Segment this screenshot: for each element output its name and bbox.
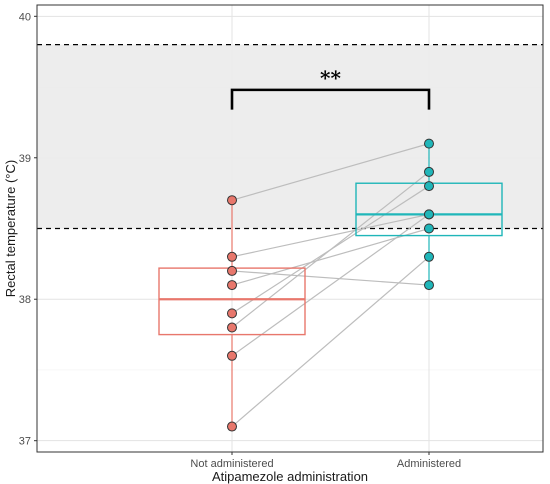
paired-line — [231, 270, 430, 286]
significance-label: ** — [320, 66, 341, 90]
panel-border — [36, 4, 544, 453]
significance-bracket: ** — [230, 66, 431, 110]
reference-band-fill — [37, 44, 543, 229]
point-not-administered — [227, 322, 237, 333]
point-not-administered — [227, 308, 237, 319]
y-tick-label: 38 — [19, 294, 31, 306]
point-administered — [424, 181, 434, 192]
paired-line — [231, 213, 430, 357]
point-not-administered — [227, 195, 237, 206]
point-administered — [424, 138, 434, 149]
x-ticks: Not administered Administered — [190, 452, 461, 470]
paired-line — [231, 143, 430, 201]
point-administered — [424, 209, 434, 220]
point-administered — [424, 166, 434, 177]
point-not-administered — [227, 421, 237, 432]
point-not-administered — [227, 280, 237, 291]
data-points — [227, 138, 434, 432]
point-not-administered — [227, 350, 237, 361]
x-tick-label: Administered — [397, 458, 461, 470]
y-tick-label: 39 — [19, 153, 31, 165]
paired-line — [231, 171, 430, 328]
y-tick-label: 37 — [19, 436, 31, 448]
paired-line — [231, 256, 430, 427]
point-administered — [424, 280, 434, 291]
x-tick-label: Not administered — [190, 458, 273, 470]
paired-lines — [231, 143, 430, 427]
y-tick-label: 40 — [19, 11, 31, 23]
point-administered — [424, 251, 434, 262]
point-not-administered — [227, 265, 237, 276]
point-not-administered — [227, 251, 237, 262]
x-axis-title: Atipamezole administration — [212, 469, 368, 484]
reference-band — [37, 44, 543, 230]
significance-bracket-line — [230, 88, 431, 110]
point-administered — [424, 223, 434, 234]
y-axis-title: Rectal temperature (°C) — [3, 160, 18, 297]
paired-line — [231, 213, 430, 258]
y-ticks: 37 38 39 40 — [19, 11, 37, 448]
